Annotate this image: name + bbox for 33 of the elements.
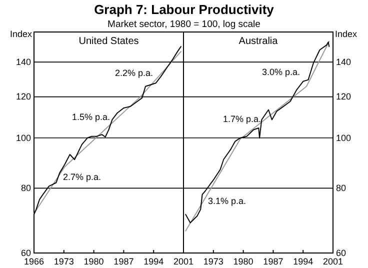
y-tick-label: 140 [16, 56, 31, 67]
caption: Graph 7: Labour Productivity [94, 2, 275, 17]
x-tick-label: 2001 [173, 256, 194, 266]
y-axis-title: Index [10, 29, 32, 39]
text: Market sector, 1980 = 100, log scale [108, 19, 260, 30]
y2-axis-title: Index [335, 29, 358, 39]
y2-tick-label: 80 [336, 183, 346, 194]
annotation: 2.2% p.a. [115, 68, 154, 78]
y-tick-label: 80 [20, 183, 31, 194]
y2-tick-label: 140 [336, 56, 352, 67]
y2-tick-label: 60 [336, 248, 346, 258]
x-tick-label: 1973 [203, 256, 224, 266]
x-tick-label: 2001 [322, 256, 344, 266]
x-tick-label: 1980 [84, 256, 104, 266]
y-tick-label: 60 [20, 248, 31, 258]
x-tick-label: 1980 [233, 256, 254, 266]
annotation: 2.7% p.a. [63, 172, 102, 182]
x-tick-label: 1973 [54, 256, 74, 266]
y2-tick-label: 100 [336, 132, 352, 143]
x-tick-label: 1994 [293, 256, 314, 266]
y-tick-label: 120 [16, 92, 31, 102]
x-tick-label: 1966 [24, 256, 44, 266]
x-tick-label: 1994 [144, 256, 164, 266]
chart-title: Australia [238, 36, 278, 47]
annotation: 1.5% p.a. [72, 112, 110, 122]
x-tick-label: 1987 [263, 256, 284, 266]
chart-title: United States [78, 36, 139, 47]
annotation: 3.1% p.a. [208, 196, 246, 206]
annotation: 3.0% p.a. [262, 67, 300, 77]
x-tick-label: 1987 [114, 256, 134, 266]
annotation: 1.7% p.a. [223, 114, 262, 124]
y2-tick-label: 120 [336, 92, 352, 102]
y-tick-label: 100 [16, 132, 31, 143]
